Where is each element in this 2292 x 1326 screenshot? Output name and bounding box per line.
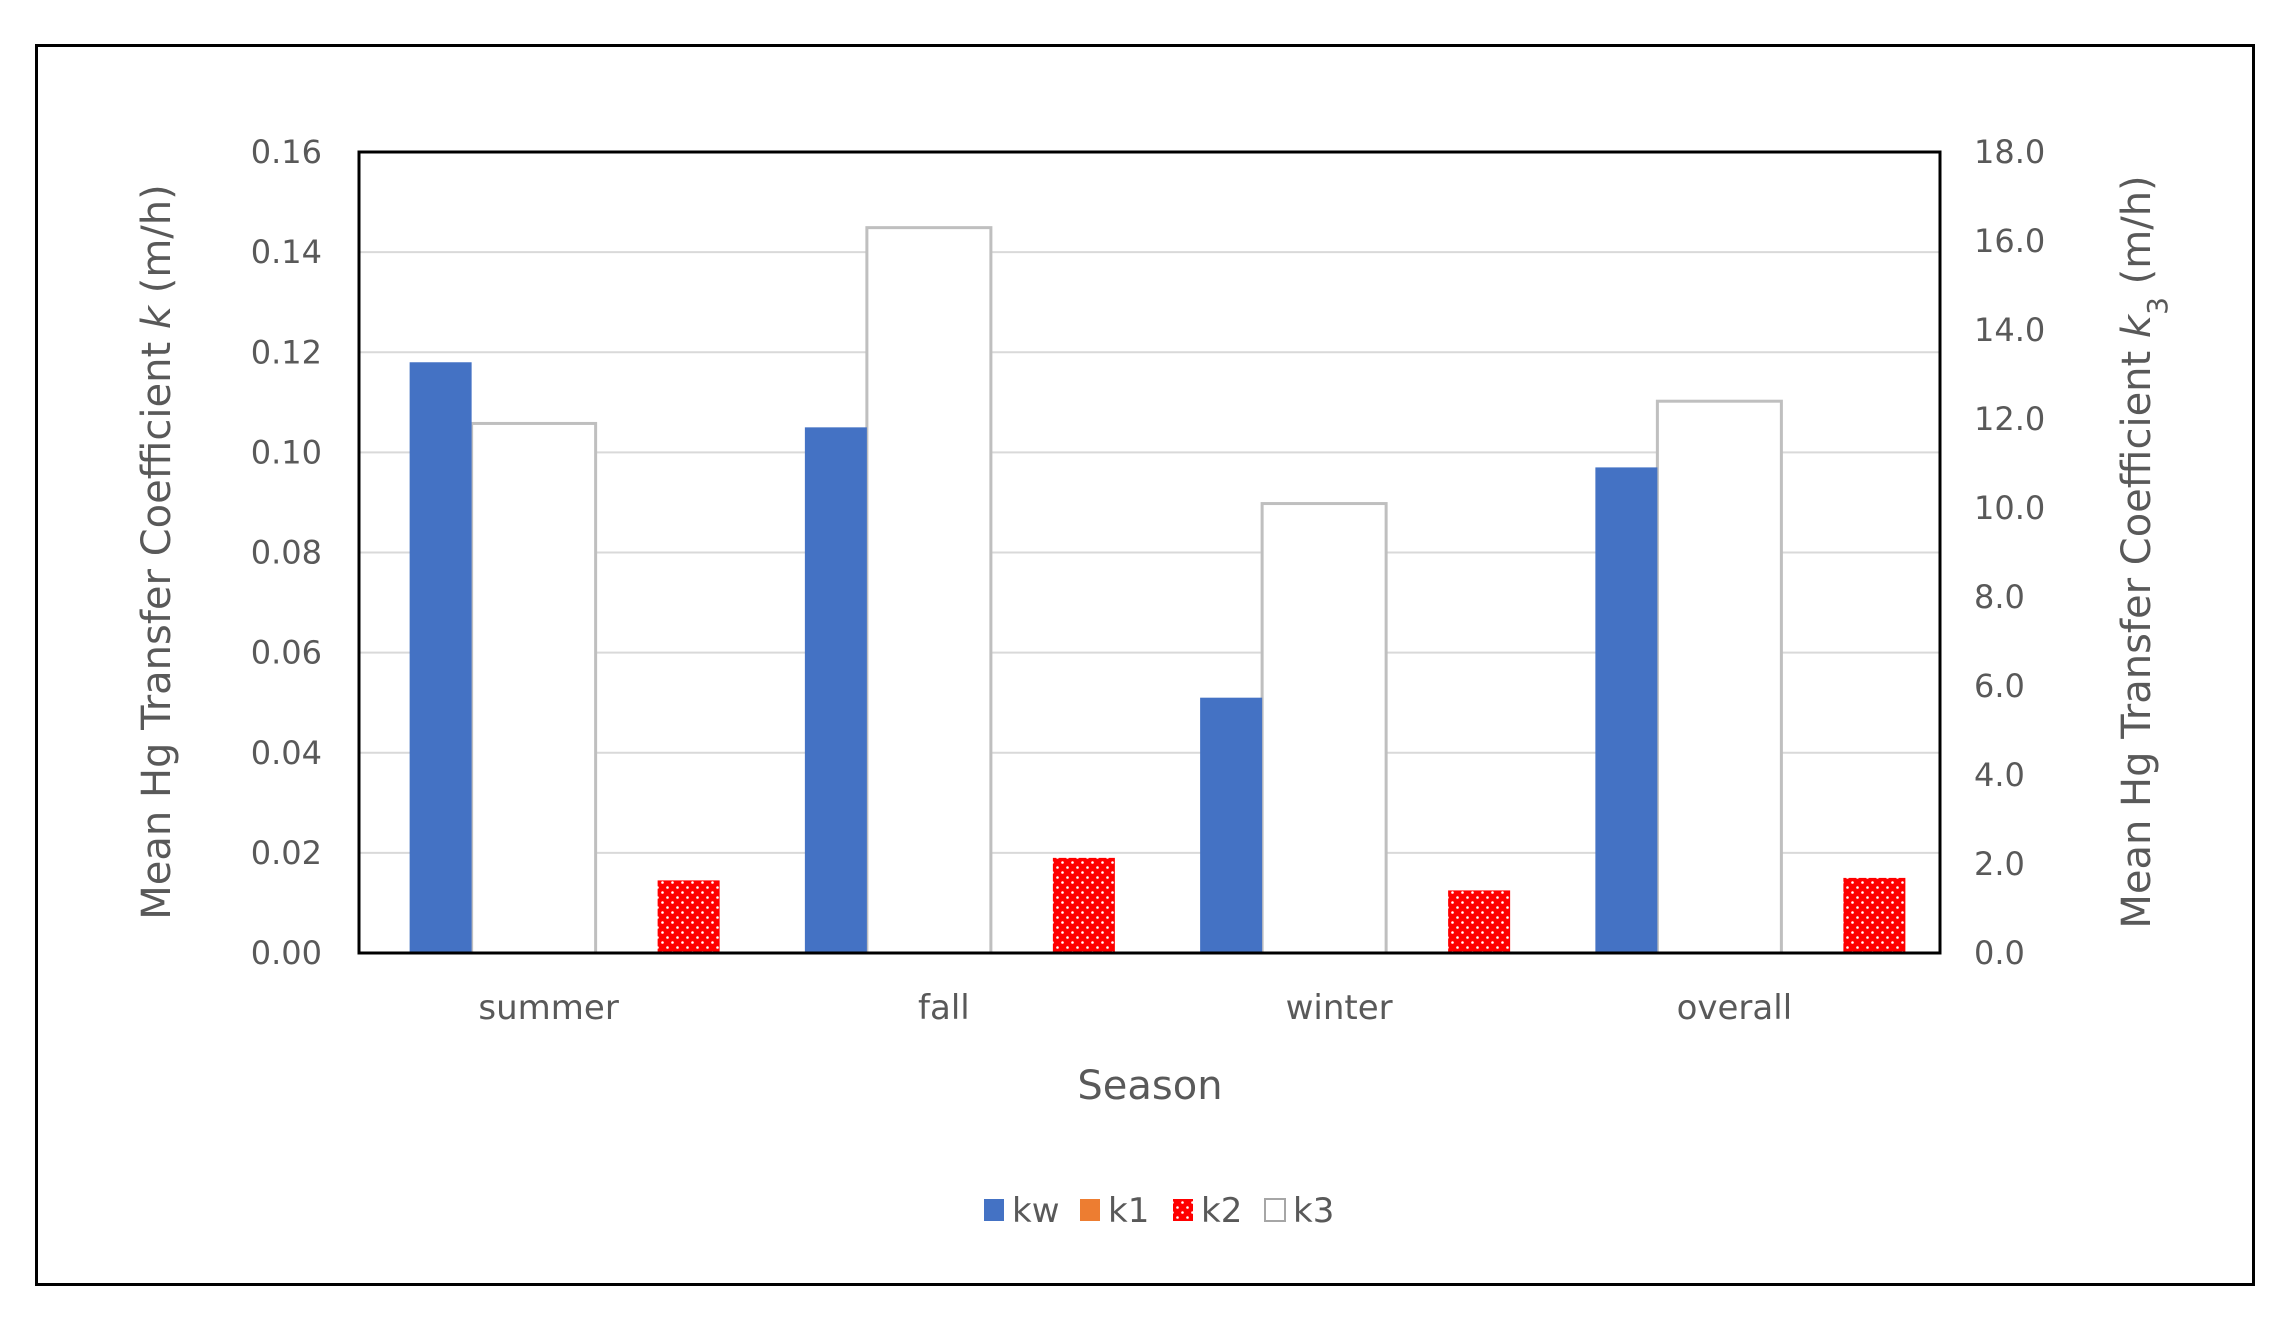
- category-label: fall: [918, 988, 970, 1028]
- bar-k2-summer: [657, 880, 720, 953]
- bar-k3-summer: [470, 421, 598, 955]
- bar-kw-summer: [409, 362, 472, 953]
- left-tick-label: 0.16: [251, 133, 322, 171]
- bar-k3-winter: [1260, 502, 1388, 955]
- right-tick-label: 12.0: [1974, 400, 2045, 438]
- right-tick-label: 0.0: [1974, 934, 2025, 972]
- plot-area-border: [357, 150, 1942, 955]
- category-label: winter: [1286, 988, 1393, 1028]
- left-tick-label: 0.14: [251, 233, 322, 271]
- bar-k2-winter: [1448, 890, 1511, 953]
- bar-k2-fall: [1052, 857, 1115, 953]
- bar-kw-overall: [1595, 467, 1658, 953]
- category-label: summer: [478, 988, 618, 1028]
- left-tick-label: 0.12: [251, 333, 322, 371]
- right-tick-label: 16.0: [1974, 222, 2045, 260]
- right-tick-label: 2.0: [1974, 845, 2025, 883]
- legend-swatch-k2: [1173, 1199, 1193, 1221]
- left-tick-label: 0.08: [251, 534, 322, 572]
- left-tick-label: 0.06: [251, 634, 322, 672]
- bar-k2-overall: [1843, 877, 1906, 953]
- legend-label-k2: k2: [1201, 1191, 1242, 1231]
- left-tick-label: 0.04: [251, 734, 322, 772]
- right-tick-label: 8.0: [1974, 578, 2025, 616]
- legend-label-kw: kw: [1012, 1191, 1060, 1231]
- left-tick-label: 0.10: [251, 433, 322, 471]
- left-tick-label: 0.02: [251, 834, 322, 872]
- right-axis-ticks: 0.0 2.0 4.0 6.0 8.0 10.0 12.0 14.0 16.0 18.0: [1974, 133, 2045, 972]
- legend-swatch-k3: [1264, 1198, 1286, 1222]
- right-tick-label: 10.0: [1974, 489, 2045, 527]
- right-tick-label: 14.0: [1974, 311, 2045, 349]
- bar-kw-winter: [1200, 697, 1263, 953]
- bar-k3-fall: [865, 226, 993, 955]
- legend-swatch-k1: [1080, 1199, 1100, 1221]
- category-label: overall: [1677, 988, 1793, 1028]
- category-labels: summer fall winter overall: [478, 988, 1792, 1028]
- bars: [409, 226, 1906, 955]
- legend: kw k1 k2 k3: [984, 1191, 1334, 1231]
- legend-label-k1: k1: [1108, 1191, 1149, 1231]
- chart-frame: [35, 44, 2255, 1286]
- right-axis-title: Mean Hg Transfer Coefficient k3 (m/h): [2114, 175, 2174, 928]
- left-axis-title: Mean Hg Transfer Coefficient k (m/h): [134, 184, 180, 919]
- legend-label-k3: k3: [1293, 1191, 1334, 1231]
- right-tick-label: 18.0: [1974, 133, 2045, 171]
- bar-kw-fall: [804, 427, 867, 953]
- right-tick-label: 6.0: [1974, 667, 2025, 705]
- left-axis-ticks: 0.00 0.02 0.04 0.06 0.08 0.10 0.12 0.14 0.16: [251, 133, 322, 972]
- bar-k3-overall: [1655, 399, 1783, 955]
- legend-swatch-kw: [984, 1199, 1004, 1221]
- right-tick-label: 4.0: [1974, 756, 2025, 794]
- x-axis-title: Season: [1077, 1063, 1222, 1109]
- left-tick-label: 0.00: [251, 934, 322, 972]
